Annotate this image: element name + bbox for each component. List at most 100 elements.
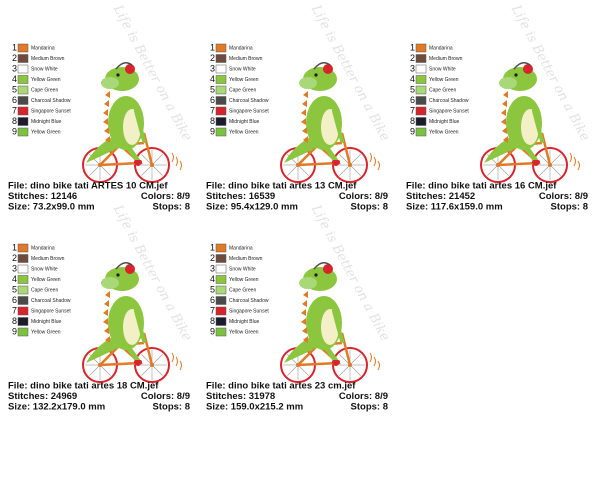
spoke: [339, 364, 351, 376]
snout: [499, 77, 517, 89]
thread-number: 5: [210, 84, 215, 94]
thread-swatch: [17, 296, 29, 305]
thread-swatch: [17, 54, 29, 63]
spoke: [549, 164, 561, 176]
spoke: [141, 154, 153, 166]
thread-swatch: [415, 64, 427, 74]
spoke: [287, 164, 299, 176]
spike: [105, 136, 110, 143]
thread-swatch: [215, 127, 227, 137]
headband: [313, 262, 331, 270]
thread-name: Yellow Green: [31, 277, 61, 283]
thread-number: 8: [210, 316, 215, 326]
thread-name: Snow White: [229, 66, 256, 72]
design-panel: 1 Mandarina 2 Medium Brown 3 Snow White 4 Yello…: [8, 2, 194, 213]
design-panel: 1 Mandarina 2 Medium Brown 3 Snow White 4 Yello…: [8, 202, 194, 413]
spike: [104, 300, 109, 307]
snout: [101, 77, 119, 89]
thread-name: Yellow Green: [229, 129, 259, 135]
thread-number: 3: [210, 63, 215, 73]
arm: [134, 109, 146, 143]
headphone: [125, 64, 135, 74]
spoke: [99, 364, 111, 376]
spike: [104, 327, 109, 334]
thread-swatch: [215, 275, 227, 284]
thread-name: Snow White: [31, 66, 58, 72]
arm: [332, 309, 344, 343]
eye: [314, 273, 318, 277]
tail: [86, 135, 120, 163]
design-panel: 1 Mandarina 2 Medium Brown 3 Snow White 4 Yello…: [206, 202, 392, 413]
snout: [299, 77, 317, 89]
speed-line: [175, 356, 178, 367]
thread-swatch: [17, 43, 29, 53]
spoke: [297, 364, 309, 376]
colors: Colors: 8/9: [339, 191, 388, 202]
spike: [301, 318, 306, 325]
spike: [302, 327, 307, 334]
thread-name: Cape Green: [31, 87, 58, 93]
spoke: [549, 154, 561, 166]
wheel: [332, 147, 368, 183]
thread-swatch: [215, 96, 227, 105]
stops: Stops: 8: [351, 202, 388, 213]
arm: [332, 109, 344, 143]
thread-name: Yellow Green: [429, 77, 459, 83]
thread-number: 2: [12, 253, 17, 263]
thread-number: 9: [210, 326, 215, 336]
spoke: [487, 164, 499, 176]
thread-swatch: [215, 43, 227, 53]
thread-swatch: [17, 243, 29, 253]
thread-number: 4: [210, 274, 215, 284]
spike: [303, 336, 308, 343]
thread-number: 4: [12, 274, 17, 284]
spoke: [151, 164, 163, 176]
thread-name: Yellow Green: [229, 77, 259, 83]
spike: [503, 91, 508, 98]
thread-name: Charcoal Shadow: [31, 98, 71, 104]
shoe: [134, 160, 142, 164]
thread-name: Singapore Sunset: [429, 108, 469, 114]
thread-swatch: [17, 285, 29, 295]
thread-name: Medium Brown: [31, 256, 65, 262]
spoke: [349, 364, 361, 376]
thread-swatch: [17, 117, 29, 126]
spoke: [349, 154, 361, 166]
thread-number: 8: [12, 316, 17, 326]
thread-number: 7: [210, 305, 215, 315]
thread-swatch: [215, 254, 227, 263]
spoke: [339, 164, 351, 176]
spoke: [539, 154, 551, 166]
leg: [323, 144, 339, 164]
speed-line: [377, 160, 380, 171]
thread-swatch: [415, 96, 427, 105]
shoe: [332, 160, 340, 164]
thread-swatch: [415, 85, 427, 95]
thread-number: 7: [12, 105, 17, 115]
thread-number: 5: [12, 284, 17, 294]
spoke: [141, 164, 153, 176]
stops: Stops: 8: [153, 402, 190, 413]
design-panel: 1 Mandarina 2 Medium Brown 3 Snow White 4 Yello…: [406, 2, 592, 213]
wheel: [134, 347, 170, 383]
shoe: [134, 360, 142, 364]
thread-number: 5: [410, 84, 415, 94]
thread-name: Yellow Green: [229, 277, 259, 283]
thread-number: 8: [210, 116, 215, 126]
thread-swatch: [17, 254, 29, 263]
spike: [303, 136, 308, 143]
speed-line: [179, 160, 182, 171]
headband: [115, 262, 133, 270]
stitches: Stitches: 16539: [206, 191, 275, 202]
wheel: [134, 147, 170, 183]
thread-swatch: [17, 75, 29, 84]
thread-number: 8: [12, 116, 17, 126]
spike: [303, 291, 308, 298]
thread-swatch: [215, 306, 227, 316]
stops: Stops: 8: [351, 402, 388, 413]
thread-name: Cape Green: [229, 87, 256, 93]
size: Size: 117.6x159.0 mm: [406, 202, 503, 213]
wheel: [532, 147, 568, 183]
thread-swatch: [415, 43, 427, 53]
